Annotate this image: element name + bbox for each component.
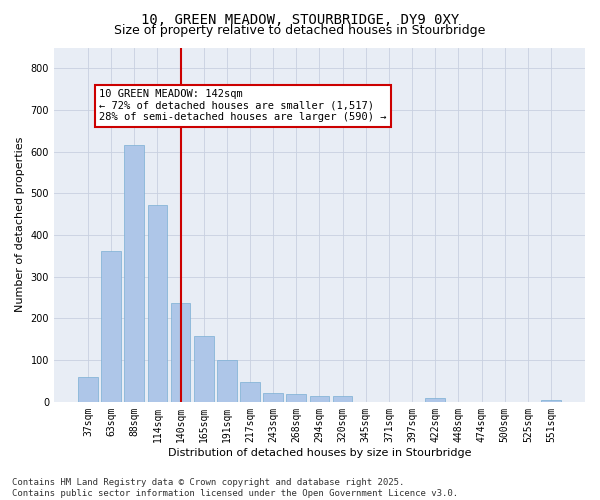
Bar (310, 396, 329, 402)
Text: Contains HM Land Registry data © Crown copyright and database right 2025.
Contai: Contains HM Land Registry data © Crown c… (12, 478, 458, 498)
Bar (170, 303, 190, 402)
Bar (286, 394, 306, 402)
Bar (101, 251, 121, 402)
Bar (124, 144, 144, 402)
Bar (333, 396, 352, 402)
Bar (240, 382, 260, 402)
Bar (263, 392, 283, 402)
Bar (217, 360, 236, 402)
Text: 10 GREEN MEADOW: 142sqm
← 72% of detached houses are smaller (1,517)
28% of semi: 10 GREEN MEADOW: 142sqm ← 72% of detache… (100, 89, 387, 122)
Bar (148, 204, 167, 402)
Text: 10, GREEN MEADOW, STOURBRIDGE, DY9 0XY: 10, GREEN MEADOW, STOURBRIDGE, DY9 0XY (141, 12, 459, 26)
Text: Size of property relative to detached houses in Stourbridge: Size of property relative to detached ho… (115, 24, 485, 37)
Bar (425, 398, 445, 402)
Y-axis label: Number of detached properties: Number of detached properties (15, 137, 25, 312)
Bar (78, 377, 98, 402)
X-axis label: Distribution of detached houses by size in Stourbridge: Distribution of detached houses by size … (168, 448, 471, 458)
Bar (194, 336, 214, 402)
Bar (541, 400, 561, 402)
